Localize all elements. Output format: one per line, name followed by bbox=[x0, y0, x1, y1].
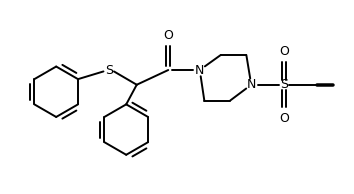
Text: S: S bbox=[105, 63, 113, 77]
Text: O: O bbox=[279, 112, 289, 125]
Text: N: N bbox=[246, 78, 256, 91]
Text: S: S bbox=[280, 78, 288, 91]
Text: N: N bbox=[195, 63, 205, 77]
Text: O: O bbox=[163, 29, 173, 42]
Text: O: O bbox=[279, 45, 289, 58]
